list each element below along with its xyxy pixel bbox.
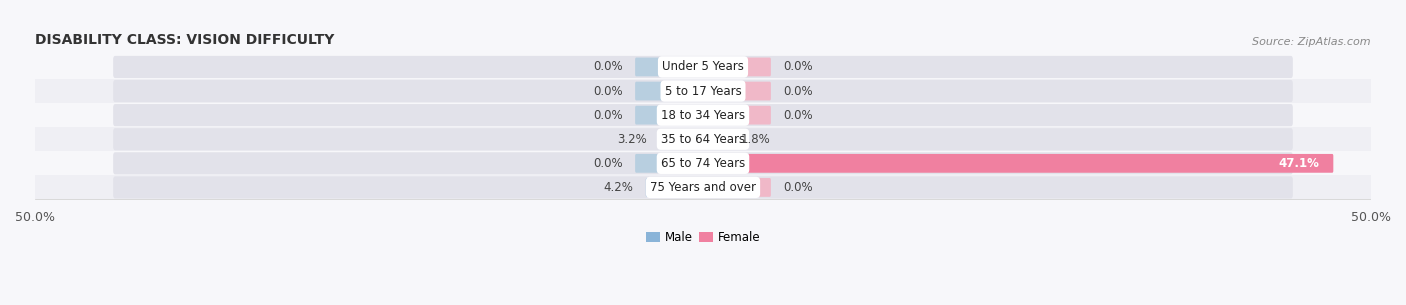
FancyBboxPatch shape [702,130,728,149]
FancyBboxPatch shape [659,130,704,149]
Text: 0.0%: 0.0% [593,157,623,170]
Bar [21,127,1385,151]
Text: Under 5 Years: Under 5 Years [662,60,744,74]
FancyBboxPatch shape [636,106,704,124]
Text: 0.0%: 0.0% [593,84,623,98]
Bar [21,55,1385,79]
Text: 0.0%: 0.0% [783,109,813,122]
Text: 35 to 64 Years: 35 to 64 Years [661,133,745,146]
Bar [21,151,1385,175]
Bar [21,175,1385,199]
FancyBboxPatch shape [702,58,770,76]
FancyBboxPatch shape [636,154,704,173]
Text: 0.0%: 0.0% [593,60,623,74]
FancyBboxPatch shape [636,58,704,76]
Text: 3.2%: 3.2% [617,133,647,146]
FancyBboxPatch shape [112,128,1294,150]
Text: 0.0%: 0.0% [783,84,813,98]
Bar [21,103,1385,127]
Text: 5 to 17 Years: 5 to 17 Years [665,84,741,98]
Text: 0.0%: 0.0% [783,181,813,194]
FancyBboxPatch shape [112,56,1294,78]
FancyBboxPatch shape [645,178,704,197]
Legend: Male, Female: Male, Female [641,227,765,249]
Text: 47.1%: 47.1% [1278,157,1319,170]
Text: Source: ZipAtlas.com: Source: ZipAtlas.com [1253,37,1371,47]
FancyBboxPatch shape [702,154,1333,173]
FancyBboxPatch shape [112,176,1294,199]
FancyBboxPatch shape [112,104,1294,126]
Text: 18 to 34 Years: 18 to 34 Years [661,109,745,122]
Text: 1.8%: 1.8% [741,133,770,146]
Text: 0.0%: 0.0% [593,109,623,122]
Bar [21,79,1385,103]
Text: DISABILITY CLASS: VISION DIFFICULTY: DISABILITY CLASS: VISION DIFFICULTY [35,33,335,47]
Text: 65 to 74 Years: 65 to 74 Years [661,157,745,170]
FancyBboxPatch shape [112,80,1294,102]
FancyBboxPatch shape [702,178,770,197]
FancyBboxPatch shape [702,106,770,124]
Text: 0.0%: 0.0% [783,60,813,74]
FancyBboxPatch shape [112,152,1294,174]
Text: 4.2%: 4.2% [603,181,634,194]
FancyBboxPatch shape [702,82,770,100]
Text: 75 Years and over: 75 Years and over [650,181,756,194]
FancyBboxPatch shape [636,82,704,100]
